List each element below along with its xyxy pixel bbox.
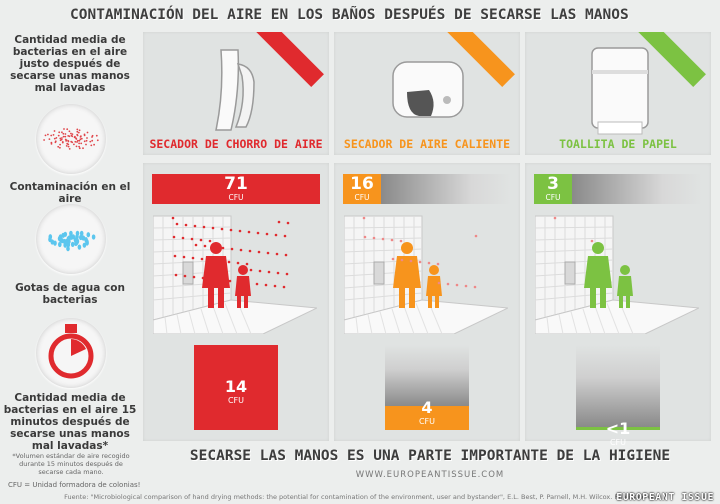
restroom-illustration [153, 215, 317, 334]
device-name: SECADOR DE AIRE CALIENTE [343, 137, 511, 151]
page-title: CONTAMINACIÓN DEL AIRE EN LOS BAÑOS DESP… [70, 7, 629, 23]
stopwatch-icon [36, 318, 106, 388]
immediate-unit: CFU [228, 193, 244, 202]
later-unit: CFU [418, 416, 436, 426]
restroom-illustration [344, 215, 508, 334]
hot-air-dryer-icon [392, 61, 464, 118]
device-panel-3 [525, 32, 711, 155]
later-value: <1 [605, 418, 631, 438]
paper-towel-dispenser-icon [591, 47, 649, 135]
label-air-contamination: Contaminación en el aire [9, 181, 131, 205]
label-water-drops: Gotas de agua con bacterias [15, 282, 125, 306]
device-name: TOALLITA DE PAPEL [559, 137, 677, 151]
label-15min-bacteria: Cantidad media de bacterias en el aire 1… [3, 392, 137, 452]
immediate-bar: 71 CFU [152, 174, 320, 204]
watermark: EUROPEANT ISSUE [616, 492, 714, 503]
device-panel-2 [334, 32, 520, 155]
immediate-unit: CFU [354, 193, 370, 202]
later-unit: CFU [609, 437, 627, 447]
device-name: SECADOR DE CHORRO DE AIRE [149, 137, 323, 151]
jet-dryer-icon [215, 49, 255, 131]
website-link[interactable]: WWW.EUROPEANTISSUE.COM [355, 470, 505, 480]
later-value: 4 [421, 397, 433, 417]
later-unit: CFU [227, 396, 245, 405]
restroom-illustration [535, 215, 699, 334]
later-bar [576, 426, 660, 430]
later-bar [194, 345, 278, 430]
footnote: *Volumen estándar de aire recogido duran… [12, 452, 130, 476]
later-bar [385, 405, 469, 430]
immediate-unit: CFU [545, 193, 561, 202]
immediate-value: 71 [224, 174, 248, 194]
immediate-bar: 16 CFU [343, 174, 511, 204]
later-bar-fade [576, 345, 660, 427]
cfu-legend: CFU = Unidad formadora de colonias! [8, 481, 141, 489]
tagline: SECARSE LAS MANOS ES UNA PARTE IMPORTANT… [189, 448, 671, 464]
immediate-value: 3 [547, 174, 559, 194]
bacteria-cloud-icon [36, 104, 106, 174]
later-value: 14 [224, 377, 248, 396]
source-citation: Fuente: "Microbiological comparison of h… [64, 493, 656, 501]
immediate-bar: 3 CFU [534, 174, 702, 204]
device-panel-1 [143, 32, 329, 155]
left-column: Cantidad media de bacterias en el aire j… [0, 0, 140, 476]
immediate-value: 16 [350, 174, 374, 194]
later-bar-fade [385, 345, 469, 406]
water-drops-icon [36, 204, 106, 274]
label-immediate-bacteria: Cantidad media de bacterias en el aire j… [10, 34, 130, 94]
